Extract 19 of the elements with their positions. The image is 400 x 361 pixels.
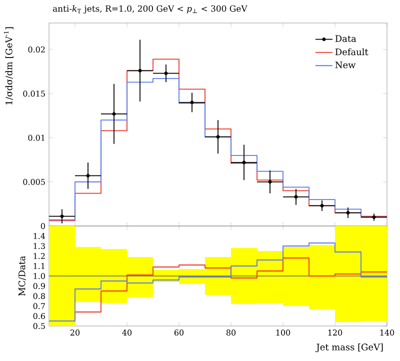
point <box>346 210 350 215</box>
point <box>242 160 246 164</box>
legend-label: Default <box>335 48 368 56</box>
point <box>190 100 194 104</box>
y-axis-title: 1/σdσ/dm [GeV$^{-1}$] <box>4 27 14 105</box>
legend-label: Data <box>335 35 356 42</box>
point <box>60 214 64 218</box>
chart-title: anti-k$_{T}$ jets, R=1.0, 200 GeV < p$_{⊥}$ < 300 GeV <box>52 5 248 14</box>
point <box>268 180 272 184</box>
legend-label: New <box>335 62 356 68</box>
point <box>86 174 90 178</box>
x-axis-title: Jet mass [GeV] <box>316 343 383 352</box>
point <box>138 68 142 72</box>
point <box>216 135 220 139</box>
point <box>320 204 324 208</box>
y-axis-title: MC/Data <box>18 256 26 296</box>
point <box>112 112 116 116</box>
point <box>164 72 168 76</box>
point <box>294 195 298 199</box>
